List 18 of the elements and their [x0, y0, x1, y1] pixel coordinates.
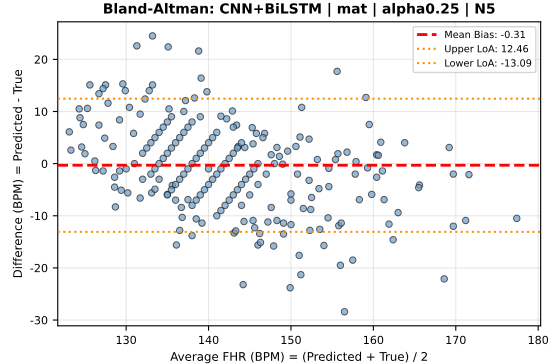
x-tick-label: 160	[364, 336, 384, 344]
legend-label: Mean Bias: -0.31	[445, 30, 525, 38]
legend-label: Lower LoA: -13.09	[445, 59, 532, 67]
x-axis-title: Average FHR (BPM) = (Predicted + True) / 2	[170, 352, 427, 364]
x-tick-label: 150	[282, 336, 301, 344]
chart-title: Bland-Altman: CNN+BiLSTM | mat | alpha0.25 | N5	[104, 2, 495, 17]
y-tick-label: -10	[30, 212, 48, 220]
x-tick-label: 170	[446, 336, 466, 344]
legend-label: Upper LoA: 12.46	[445, 45, 528, 54]
x-tick-label: 130	[116, 336, 136, 344]
y-tick-label: -30	[30, 316, 48, 324]
y-tick-label: 20	[34, 55, 48, 64]
y-tick-label: 0	[42, 160, 48, 168]
x-tick-label: 140	[199, 336, 218, 344]
y-tick-label: 10	[35, 107, 48, 116]
y-tick-label: -20	[30, 264, 48, 272]
x-tick-label: 180	[528, 336, 548, 344]
y-axis-title: Difference (BPM) = Predicted - True	[12, 70, 24, 278]
